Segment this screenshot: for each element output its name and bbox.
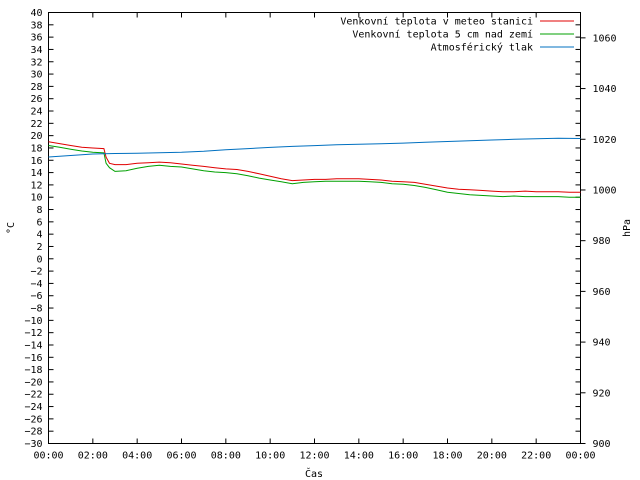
x-tick-label: 00:00 [565, 451, 595, 462]
y-tick-label: −14 [24, 340, 42, 351]
y-tick-label: −20 [24, 377, 42, 388]
y2-tick-label: 1060 [593, 33, 617, 44]
y-tick-label: 6 [36, 217, 42, 228]
y2-tick-label: 940 [593, 338, 611, 349]
y2-tick-label: 960 [593, 287, 611, 298]
y-tick-label: −10 [24, 316, 42, 327]
x-tick-label: 06:00 [166, 451, 196, 462]
y-axis-title: °C [6, 222, 17, 234]
y-axis-left: 4038363432302826242220181614121086420−2−… [24, 8, 581, 450]
x-tick-label: 22:00 [521, 451, 551, 462]
x-tick-label: 14:00 [344, 451, 374, 462]
y-tick-label: −12 [24, 328, 42, 339]
legend-label-0: Venkovní teplota v meteo stanici [340, 16, 533, 28]
y-tick-label: 24 [30, 107, 42, 118]
y-tick-label: 18 [30, 143, 42, 154]
y-tick-label: −6 [30, 291, 42, 302]
y-tick-label: 28 [30, 82, 42, 93]
y-tick-label: −26 [24, 414, 42, 425]
y-tick-label: −28 [24, 427, 42, 438]
x-tick-label: 08:00 [211, 451, 241, 462]
y2-axis-title: hPa [622, 219, 633, 237]
y-tick-label: 20 [30, 131, 42, 142]
y-tick-label: 8 [36, 205, 42, 216]
y2-tick-label: 920 [593, 388, 611, 399]
y2-tick-label: 1000 [593, 185, 617, 196]
x-axis: 00:00 02:00 04:00 06:00 08:00 10:00 12:00 14:00… [33, 12, 596, 462]
y-tick-label: 2 [36, 242, 42, 253]
y-tick-label: 16 [30, 156, 42, 167]
x-tick-label: 18:00 [432, 451, 462, 462]
y-tick-label: 34 [30, 45, 42, 56]
series-group [48, 137, 581, 198]
x-tick-label: 16:00 [388, 451, 418, 462]
y-tick-label: 4 [36, 230, 42, 241]
y-tick-label: −22 [24, 390, 42, 401]
legend-label-1: Venkovní teplota 5 cm nad zemí [352, 29, 533, 41]
y2-tick-label: 1020 [593, 135, 617, 146]
x-tick-label: 00:00 [33, 451, 63, 462]
y-tick-label: −18 [24, 365, 42, 376]
y-tick-label: −2 [30, 267, 42, 278]
y-axis-right: 1060 1040 1020 1000 980 960 940 920 900 [580, 33, 617, 450]
y-tick-label: 26 [30, 94, 42, 105]
y-tick-label: −24 [24, 402, 42, 413]
x-tick-label: 12:00 [299, 451, 329, 462]
y2-tick-label: 1040 [593, 84, 617, 95]
legend-label-2: Atmosférický tlak [431, 42, 533, 54]
x-tick-label: 04:00 [122, 451, 152, 462]
y-tick-label: −16 [24, 353, 42, 364]
y-tick-label: 10 [30, 193, 42, 204]
y-tick-label: −4 [30, 279, 42, 290]
y-tick-label: 0 [36, 254, 42, 265]
y2-tick-label: 980 [593, 236, 611, 247]
y-tick-label: 40 [30, 8, 42, 19]
y-tick-label: 32 [30, 57, 42, 68]
y-tick-label: −30 [24, 439, 42, 450]
legend: Venkovní teplota v meteo staniciVenkovní… [340, 16, 574, 54]
x-tick-label: 10:00 [255, 451, 285, 462]
y-tick-label: 30 [30, 70, 42, 81]
y-tick-label: −8 [30, 304, 42, 315]
series-line-1 [48, 145, 581, 198]
y-tick-label: 36 [30, 33, 42, 44]
x-tick-label: 20:00 [477, 451, 507, 462]
series-line-0 [48, 141, 581, 193]
y2-tick-label: 900 [593, 439, 611, 450]
x-tick-label: 02:00 [78, 451, 108, 462]
series-line-2 [48, 137, 581, 158]
x-axis-title: Čas [305, 467, 323, 480]
y-tick-label: 22 [30, 119, 42, 130]
y-tick-label: 38 [30, 20, 42, 31]
y-tick-label: 12 [30, 180, 42, 191]
plot-frame [48, 12, 581, 444]
y-tick-label: 14 [30, 168, 42, 179]
